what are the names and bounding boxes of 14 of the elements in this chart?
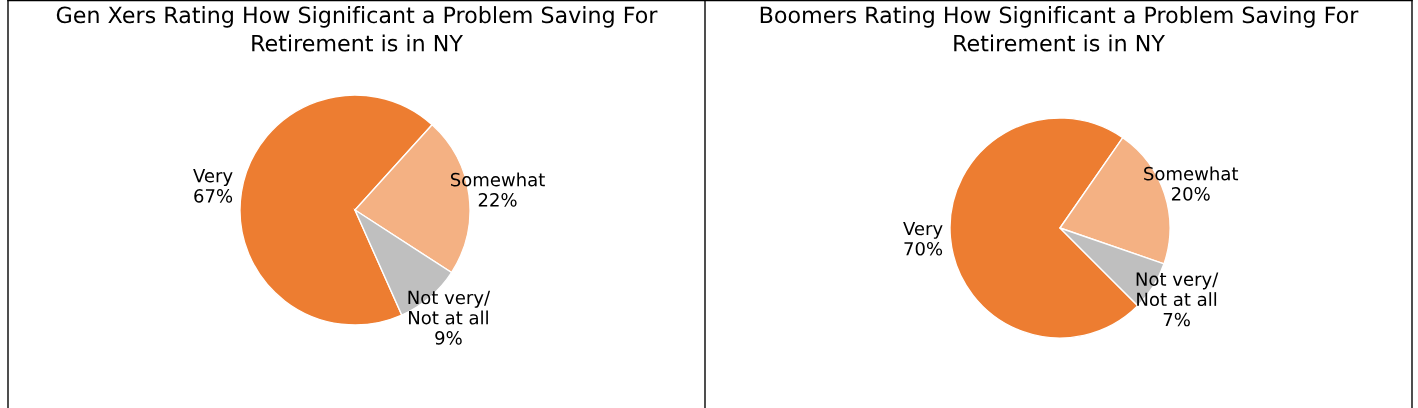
data-label: 67% (194, 189, 233, 203)
slice-label: Not very/ Not at all (1136, 272, 1219, 307)
data-label: 20% (1171, 186, 1210, 201)
slice-label: Somewhat (1144, 166, 1239, 181)
slice-label: Very (193, 169, 233, 186)
slice-label: Somewhat (450, 172, 545, 187)
data-label: 9% (435, 331, 462, 345)
data-label: 7% (1163, 312, 1190, 327)
chart-title: Gen Xers Rating How Significant a Problem Saving For Retirement is in NY (56, 6, 658, 52)
data-label: 70% (904, 241, 943, 256)
slice-label: Very (903, 221, 943, 239)
data-label: 22% (478, 193, 517, 207)
chart-title: Boomers Rating How Significant a Problem Saving For Retirement is in NY (760, 6, 1359, 52)
slice-label: Not very/ Not at all (408, 290, 491, 325)
